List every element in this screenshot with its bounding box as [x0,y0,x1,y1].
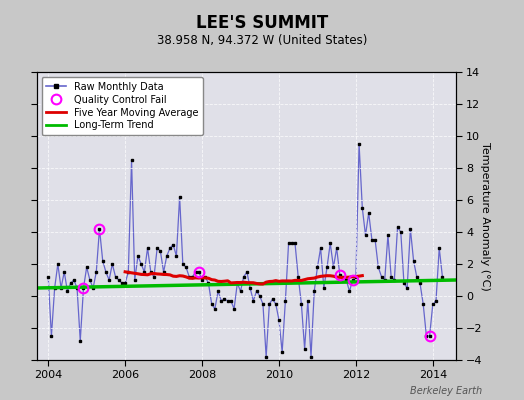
Text: Berkeley Earth: Berkeley Earth [410,386,482,396]
Text: LEE'S SUMMIT: LEE'S SUMMIT [196,14,328,32]
Legend: Raw Monthly Data, Quality Control Fail, Five Year Moving Average, Long-Term Tren: Raw Monthly Data, Quality Control Fail, … [41,77,203,135]
Text: 38.958 N, 94.372 W (United States): 38.958 N, 94.372 W (United States) [157,34,367,47]
Y-axis label: Temperature Anomaly (°C): Temperature Anomaly (°C) [480,142,490,290]
